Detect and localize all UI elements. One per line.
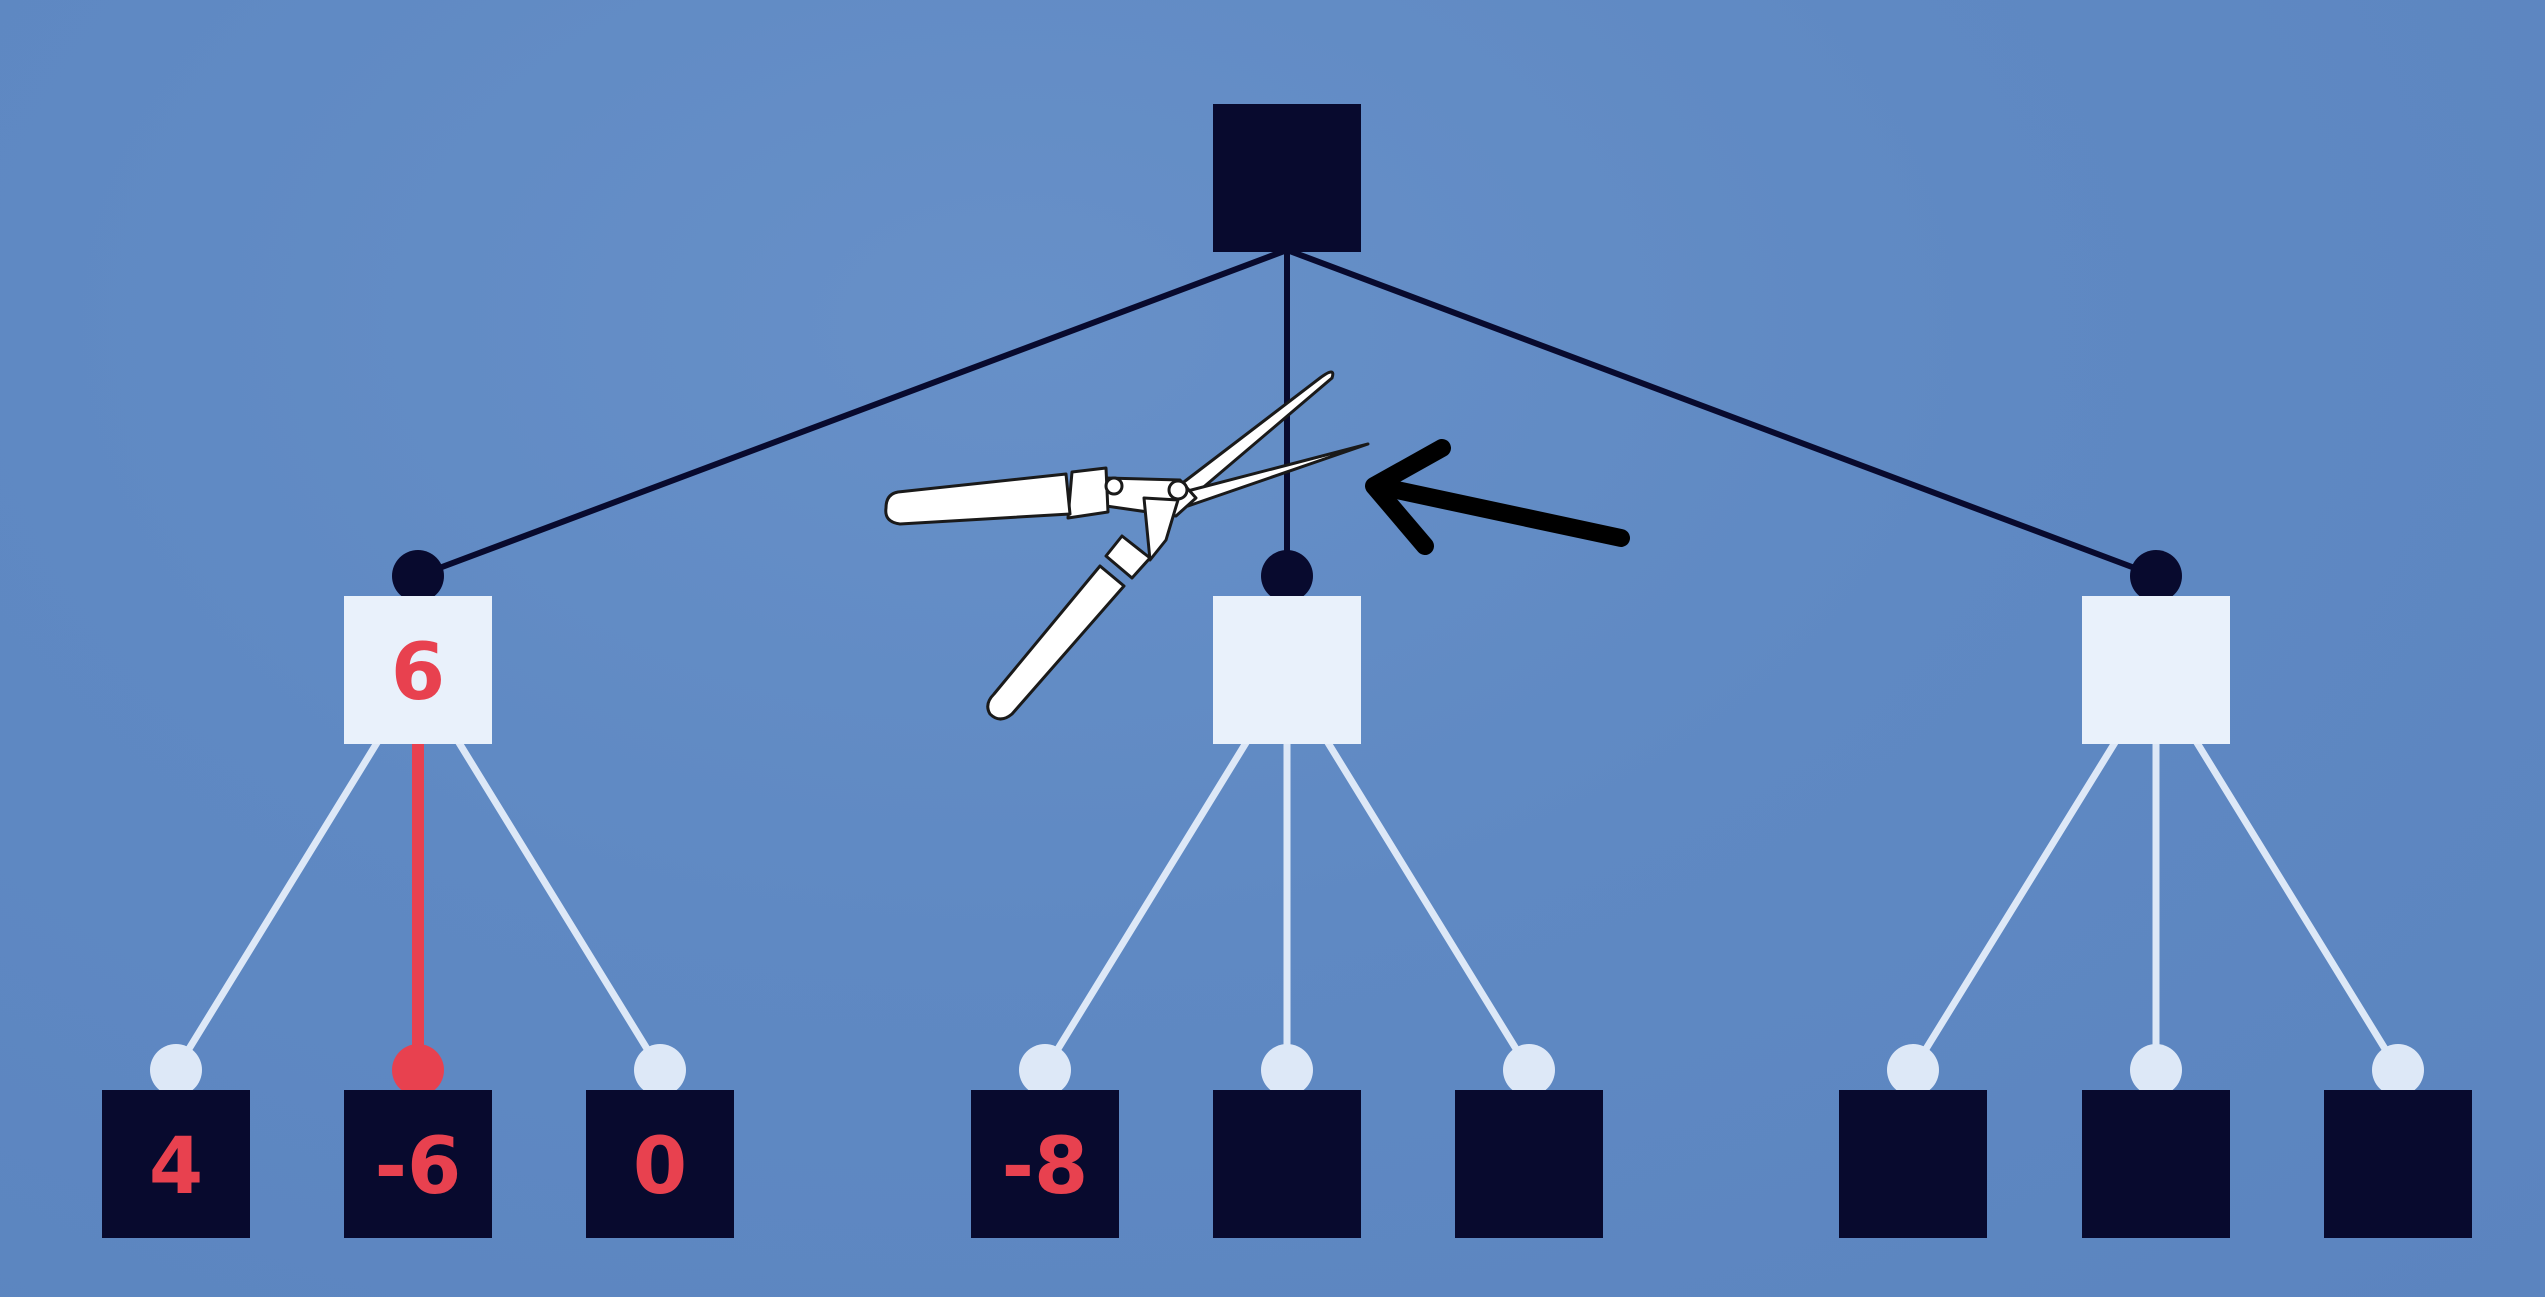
leaf-node-4 xyxy=(971,1090,1119,1238)
level1-node-middle xyxy=(1213,596,1361,744)
leaf-node-3 xyxy=(586,1090,734,1238)
leaf-node-9 xyxy=(2324,1090,2472,1238)
leaf-nodes xyxy=(102,1090,2472,1238)
level1-node-right xyxy=(2082,596,2230,744)
leaf-label-4: -8 xyxy=(1002,1122,1089,1212)
leaf-dots xyxy=(150,1044,2424,1096)
level1-dots xyxy=(392,550,2182,602)
arrow-left-icon xyxy=(1365,439,1630,555)
leaf-label-3: 0 xyxy=(633,1122,687,1212)
leaf-node-5 xyxy=(1213,1090,1361,1238)
edge-root-to-right xyxy=(1284,247,2159,579)
leaf-node-1 xyxy=(102,1090,250,1238)
leaf-dot-2-highlighted xyxy=(392,1044,444,1096)
level1-nodes: 6 xyxy=(344,596,2230,744)
dot-right xyxy=(2130,550,2182,602)
leaf-labels: 4 -6 0 -8 xyxy=(149,1122,1088,1212)
leaf-node-6 xyxy=(1455,1090,1603,1238)
leaf-dot-3 xyxy=(634,1044,686,1096)
level1-node-left xyxy=(344,596,492,744)
leaf-dot-4 xyxy=(1019,1044,1071,1096)
dot-middle xyxy=(1261,550,1313,602)
pruning-shears-icon xyxy=(884,370,1370,721)
leaf-dot-1 xyxy=(150,1044,202,1096)
leaf-dot-8 xyxy=(2130,1044,2182,1096)
level1-label-left: 6 xyxy=(391,628,445,718)
edge-root-to-left xyxy=(415,247,1290,579)
leaf-dot-7 xyxy=(1887,1044,1939,1096)
leaf-dot-5 xyxy=(1261,1044,1313,1096)
leaf-node-2 xyxy=(344,1090,492,1238)
leaf-dot-6 xyxy=(1503,1044,1555,1096)
leaf-node-7 xyxy=(1839,1090,1987,1238)
leaf-dot-9 xyxy=(2372,1044,2424,1096)
dot-left xyxy=(392,550,444,602)
leaf-label-1: 4 xyxy=(149,1122,203,1212)
leaf-label-2: -6 xyxy=(375,1122,462,1212)
root-node xyxy=(1213,104,1361,252)
leaf-node-8 xyxy=(2082,1090,2230,1238)
